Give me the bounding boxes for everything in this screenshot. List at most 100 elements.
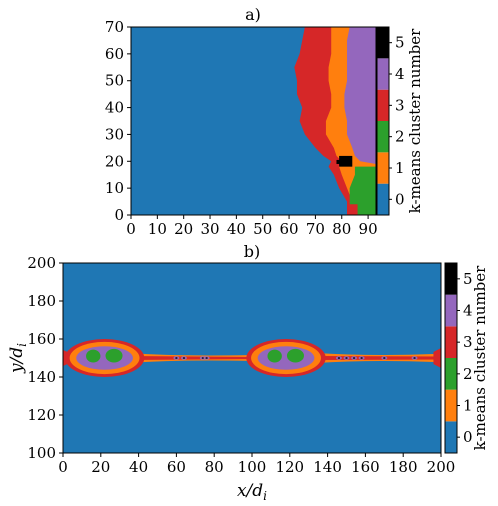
panel-b-y-ticks: 100 120 140 160 180 200 [27, 254, 63, 462]
colorbar-segment [377, 58, 389, 90]
cluster-3-sheet [316, 356, 441, 360]
colorbar-tick-label: 2 [395, 128, 405, 146]
cluster-2-region [349, 166, 376, 215]
cluster-4-island [257, 346, 315, 370]
y-tick-label: 70 [105, 18, 124, 36]
x-tick-label: 90 [359, 220, 378, 238]
y-tick-label: 30 [105, 125, 124, 143]
x-tick-label: 50 [253, 220, 272, 238]
colorbar-segment [445, 421, 457, 453]
colorbar-tick-label: 2 [463, 365, 473, 383]
panel-a-title: a) [245, 5, 261, 24]
colorbar-tick-label: 0 [463, 428, 473, 446]
panel-b-colorbar-label: k-means cluster number [471, 265, 489, 450]
x-tick-label: 60 [280, 220, 299, 238]
y-tick-label: 180 [27, 292, 56, 310]
panel-b: b) 0 20 40 60 80 100 120 140 160 180 200 100120140… [7, 242, 489, 503]
colorbar-tick-label: 1 [395, 159, 405, 177]
cluster-5-spot [336, 159, 342, 164]
panel-a-clusters [294, 27, 376, 215]
panel-b-colorbar: 0 1 2 3 4 5 [444, 262, 473, 454]
y-tick-label: 60 [105, 45, 124, 63]
colorbar-tick-label: 3 [395, 96, 405, 114]
y-tick-label: 50 [105, 72, 124, 90]
colorbar-segment [445, 358, 457, 390]
y-tick-label: 120 [27, 406, 56, 424]
cluster-5-blob [175, 357, 178, 359]
y-tick-label: 40 [105, 99, 124, 117]
x-tick-label: 60 [167, 458, 186, 476]
cluster-2-core [105, 348, 123, 363]
x-tick-label: 160 [351, 458, 380, 476]
colorbar-tick-label: 3 [463, 333, 473, 351]
colorbar-segment [377, 183, 389, 215]
x-tick-label: 100 [238, 458, 267, 476]
cluster-5-spot [339, 155, 353, 167]
x-tick-label: 40 [227, 220, 246, 238]
x-tick-label: 180 [389, 458, 418, 476]
cluster-2-core [86, 349, 101, 363]
x-tick-label: 40 [129, 458, 148, 476]
panel-b-clusters [63, 339, 441, 377]
y-tick-label: 160 [27, 330, 56, 348]
colorbar-tick-label: 0 [395, 190, 405, 208]
x-tick-label: 0 [58, 458, 68, 476]
colorbar-segment [445, 326, 457, 358]
x-tick-label: 0 [126, 220, 136, 238]
colorbar-tick-label: 4 [395, 65, 405, 83]
x-tick-label: 200 [427, 458, 456, 476]
x-tick-label: 80 [332, 220, 351, 238]
x-tick-label: 30 [200, 220, 219, 238]
y-tick-label: 10 [105, 179, 124, 197]
cluster-5-blob [383, 357, 386, 359]
x-tick-label: 80 [205, 458, 224, 476]
cluster-5-blob [413, 357, 416, 359]
cluster-5-blob [352, 357, 356, 359]
panel-b-x-axis-label: x/di [237, 481, 267, 503]
cluster-3-edge [433, 348, 441, 368]
colorbar-segment [377, 152, 389, 184]
colorbar-segment [445, 294, 457, 327]
cluster-2-core [267, 349, 282, 363]
panel-a-x-ticks: 0 10 20 30 40 50 60 70 80 90 [126, 215, 378, 238]
cluster-5-blob [337, 357, 341, 359]
panel-a-y-ticks: 0 10 20 30 40 50 60 70 [105, 18, 131, 224]
colorbar-tick-label: 1 [463, 397, 473, 415]
y-tick-label: 140 [27, 368, 56, 386]
cluster-4-island [76, 346, 133, 370]
colorbar-segment [377, 27, 389, 59]
x-tick-label: 140 [313, 458, 342, 476]
x-tick-label: 10 [148, 220, 167, 238]
x-tick-label: 20 [174, 220, 193, 238]
colorbar-segment [377, 89, 389, 121]
cluster-5-blob [182, 357, 186, 359]
y-tick-label: 100 [27, 444, 56, 462]
y-tick-label: 200 [27, 254, 56, 272]
x-tick-label: 20 [91, 458, 110, 476]
colorbar-tick-label: 5 [395, 34, 405, 52]
colorbar-tick-label: 4 [463, 302, 473, 320]
panel-b-x-ticks: 0 20 40 60 80 100 120 140 160 180 200 [58, 453, 455, 476]
cluster-5-blob [345, 357, 348, 359]
panel-a-colorbar: 0 1 2 3 4 5 [376, 26, 405, 216]
panel-b-y-axis-label: y/di [7, 343, 29, 374]
y-tick-label: 20 [105, 152, 124, 170]
panel-b-title: b) [244, 242, 260, 261]
panel-a-colorbar-label: k-means cluster number [406, 28, 424, 213]
cluster-5-blob [205, 357, 208, 359]
cluster-5-blob [201, 357, 205, 359]
cluster-2-core [286, 348, 304, 363]
colorbar-frame [376, 26, 390, 216]
colorbar-segment [445, 389, 457, 422]
cluster-3-sheet [131, 356, 252, 360]
cluster-3-foot [347, 204, 358, 215]
x-tick-label: 70 [306, 220, 325, 238]
colorbar-tick-label: 5 [463, 270, 473, 288]
colorbar-segment [377, 121, 389, 153]
x-tick-label: 120 [275, 458, 304, 476]
colorbar-segment [445, 263, 457, 295]
colorbar-frame [444, 262, 458, 454]
panel-a: a) 0 10 20 30 40 50 60 70 80 90 0 10 20 30 40 50 60 70 0… [105, 5, 424, 238]
cluster-4-region [344, 27, 376, 164]
